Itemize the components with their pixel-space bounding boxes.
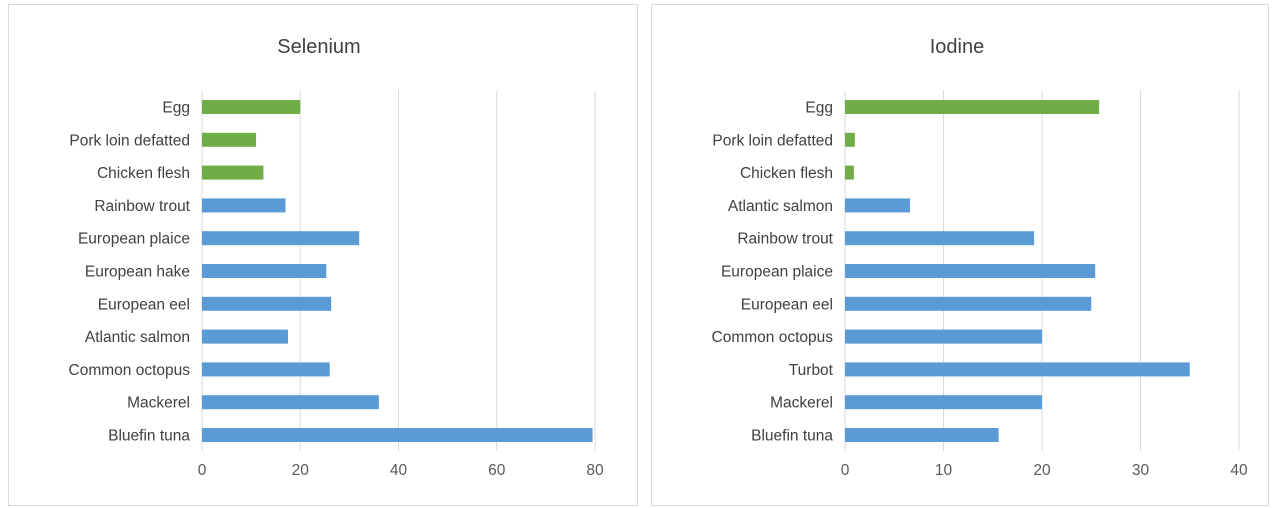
selenium-bar-mackerel [202, 395, 379, 410]
iodine-category-label-chicken-flesh: Chicken flesh [740, 165, 833, 182]
iodine-x-tick-label-10: 10 [935, 462, 953, 479]
selenium-bar-bluefin-tuna [202, 428, 593, 442]
selenium-category-label-common-octopus: Common octopus [69, 362, 191, 379]
iodine-category-label-mackerel: Mackerel [770, 395, 833, 412]
selenium-x-tick-label-80: 80 [586, 462, 604, 479]
iodine-category-label-common-octopus: Common octopus [712, 329, 834, 346]
iodine-category-label-rainbow-trout: Rainbow trout [737, 231, 833, 248]
iodine-bar-bluefin-tuna [845, 428, 999, 442]
iodine-bar-common-octopus [845, 329, 1042, 344]
iodine-bar-atlantic-salmon [845, 198, 911, 213]
iodine-bar-turbot [845, 362, 1190, 377]
iodine-category-label-bluefin-tuna: Bluefin tuna [751, 428, 833, 445]
selenium-bar-pork-loin-defatted [202, 132, 257, 147]
iodine-bar-rainbow-trout [845, 231, 1035, 246]
selenium-category-label-bluefin-tuna: Bluefin tuna [108, 428, 190, 445]
selenium-category-label-european-plaice: European plaice [78, 231, 190, 248]
selenium-bar-atlantic-salmon [202, 329, 288, 344]
selenium-chart: Selenium 0 20 40 60 80 Egg Pork loin defatted Ch… [69, 36, 604, 479]
selenium-category-label-egg: Egg [162, 100, 190, 117]
selenium-category-label-european-eel: European eel [98, 296, 190, 313]
selenium-category-label-chicken-flesh: Chicken flesh [97, 165, 190, 182]
iodine-category-label-atlantic-salmon: Atlantic salmon [728, 198, 833, 215]
iodine-bar-egg [845, 100, 1100, 114]
selenium-x-tick-label-20: 20 [292, 462, 310, 479]
selenium-category-label-rainbow-trout: Rainbow trout [94, 198, 190, 215]
iodine-x-tick-label-40: 40 [1230, 462, 1248, 479]
iodine-chart-panel: Iodine 0 10 20 30 40 Egg Pork loin defatted Chic… [651, 4, 1269, 506]
iodine-bar-mackerel [845, 395, 1042, 410]
iodine-bar-european-plaice [845, 264, 1096, 278]
selenium-category-label-atlantic-salmon: Atlantic salmon [85, 329, 190, 346]
iodine-x-tick-label-0: 0 [841, 462, 850, 479]
iodine-category-label-pork-loin-defatted: Pork loin defatted [712, 132, 833, 149]
iodine-bar-pork-loin-defatted [845, 132, 855, 147]
iodine-category-label-european-plaice: European plaice [721, 264, 833, 281]
iodine-x-tick-label-20: 20 [1033, 462, 1051, 479]
selenium-x-tick-label-60: 60 [488, 462, 506, 479]
iodine-chart: Iodine 0 10 20 30 40 Egg Pork loin defatted Chic… [712, 36, 1248, 479]
selenium-bar-egg [202, 100, 301, 114]
selenium-x-tick-label-40: 40 [390, 462, 408, 479]
selenium-bar-common-octopus [202, 362, 330, 377]
iodine-category-label-turbot: Turbot [789, 362, 834, 379]
iodine-chart-title: Iodine [930, 36, 985, 58]
iodine-category-label-egg: Egg [805, 100, 833, 117]
selenium-category-label-pork-loin-defatted: Pork loin defatted [69, 132, 190, 149]
iodine-bar-chicken-flesh [845, 165, 854, 180]
iodine-bar-european-eel [845, 296, 1092, 311]
selenium-chart-panel: Selenium 0 20 40 60 80 Egg Pork loin defatted Ch… [8, 4, 638, 506]
selenium-x-tick-label-0: 0 [198, 462, 207, 479]
selenium-chart-title: Selenium [277, 36, 360, 58]
iodine-x-tick-label-30: 30 [1132, 462, 1150, 479]
selenium-bar-chicken-flesh [202, 165, 264, 180]
selenium-bar-european-plaice [202, 231, 360, 246]
selenium-category-label-european-hake: European hake [85, 264, 190, 281]
iodine-category-label-european-eel: European eel [741, 296, 833, 313]
selenium-bar-european-eel [202, 296, 332, 311]
selenium-category-label-mackerel: Mackerel [127, 395, 190, 412]
selenium-bar-european-hake [202, 264, 327, 278]
selenium-bar-rainbow-trout [202, 198, 286, 213]
